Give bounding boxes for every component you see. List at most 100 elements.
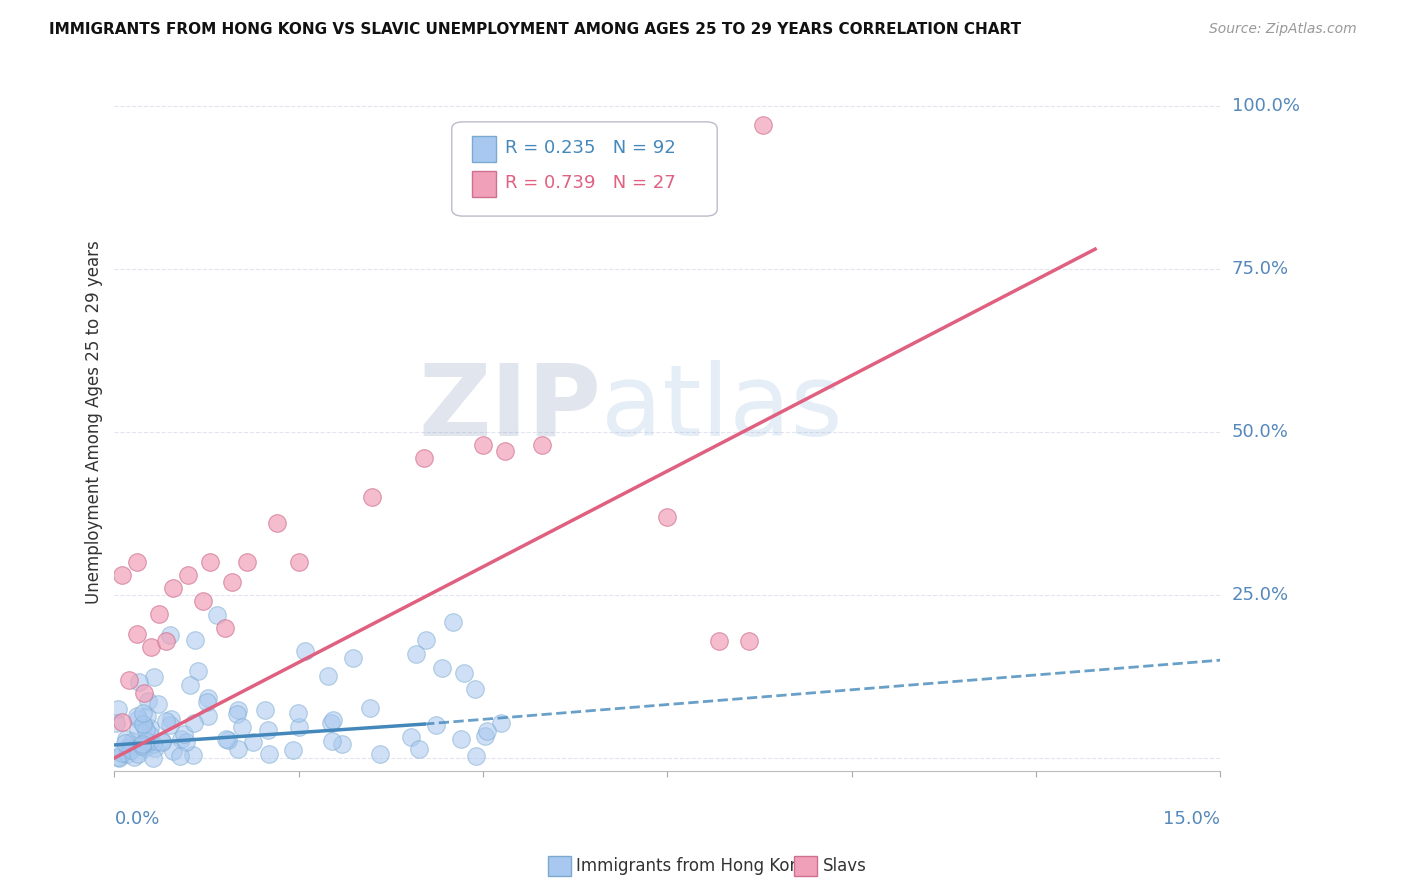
Point (111, 568, 134, 582)
Point (281, 742, 304, 756)
Point (287, 555, 309, 569)
Point (197, 709, 219, 723)
Point (257, 747, 280, 761)
Point (173, 727, 195, 741)
Point (231, 720, 253, 734)
Point (322, 713, 344, 727)
Text: 100.0%: 100.0% (1232, 96, 1299, 114)
Point (160, 712, 183, 726)
Text: 50.0%: 50.0% (1232, 423, 1288, 441)
Point (319, 716, 342, 731)
Point (117, 739, 139, 754)
Point (242, 735, 264, 749)
Point (111, 715, 134, 730)
Point (361, 490, 384, 504)
Point (141, 640, 163, 654)
Point (197, 690, 219, 705)
Text: R = 0.235   N = 92: R = 0.235 N = 92 (505, 139, 676, 157)
Point (214, 732, 236, 747)
Point (177, 568, 200, 582)
Point (132, 686, 155, 700)
Point (111, 746, 134, 760)
Point (253, 703, 276, 717)
Point (368, 747, 391, 762)
Point (145, 740, 167, 755)
Point (464, 682, 486, 697)
Point (205, 608, 228, 623)
FancyBboxPatch shape (471, 170, 496, 197)
Point (432, 661, 454, 675)
Point (316, 669, 339, 683)
Point (170, 731, 193, 746)
Point (136, 694, 159, 708)
Point (131, 739, 153, 754)
Point (494, 444, 516, 458)
Point (169, 749, 191, 764)
Text: Source: ZipAtlas.com: Source: ZipAtlas.com (1209, 22, 1357, 37)
Text: 75.0%: 75.0% (1232, 260, 1289, 277)
Point (181, 748, 204, 763)
Point (531, 438, 554, 452)
Point (408, 741, 430, 756)
Point (128, 675, 150, 690)
Text: 25.0%: 25.0% (1232, 586, 1289, 604)
Point (321, 734, 343, 748)
Point (127, 722, 149, 736)
Point (257, 723, 280, 737)
Point (159, 627, 181, 641)
Point (115, 747, 138, 762)
Point (150, 733, 173, 747)
Point (134, 741, 156, 756)
Point (342, 651, 364, 665)
Text: Slavs: Slavs (823, 857, 866, 875)
Point (142, 737, 165, 751)
Point (131, 737, 153, 751)
Point (415, 632, 437, 647)
Point (138, 735, 160, 749)
Text: ZIP: ZIP (418, 359, 602, 457)
Point (472, 438, 495, 452)
Point (214, 621, 236, 635)
Point (405, 647, 427, 661)
Point (330, 737, 353, 751)
Point (707, 633, 730, 648)
Point (127, 712, 149, 726)
Point (136, 709, 159, 723)
Point (135, 723, 157, 737)
Point (465, 749, 488, 764)
Point (191, 594, 214, 608)
Point (125, 627, 148, 641)
Point (148, 697, 170, 711)
Point (155, 633, 177, 648)
Y-axis label: Unemployment Among Ages 25 to 29 years: Unemployment Among Ages 25 to 29 years (86, 240, 103, 604)
Point (450, 732, 472, 747)
Text: 15.0%: 15.0% (1164, 810, 1220, 828)
Point (200, 555, 222, 569)
Point (217, 733, 239, 747)
Point (152, 735, 174, 749)
Point (104, 715, 127, 730)
Point (120, 741, 142, 756)
Point (135, 734, 157, 748)
Point (134, 719, 156, 733)
Point (155, 714, 177, 728)
Point (142, 751, 165, 765)
Point (132, 706, 155, 720)
Point (143, 670, 166, 684)
Point (107, 749, 129, 764)
Point (107, 702, 129, 716)
Point (359, 701, 381, 715)
FancyBboxPatch shape (471, 136, 496, 162)
Point (489, 715, 512, 730)
Point (115, 731, 138, 746)
Point (226, 741, 249, 756)
Point (107, 751, 129, 765)
Point (266, 516, 288, 530)
Point (228, 703, 250, 717)
Point (121, 734, 143, 748)
Point (287, 720, 309, 734)
Point (425, 718, 447, 732)
Point (236, 555, 259, 569)
Text: 0.0%: 0.0% (114, 810, 160, 828)
Point (413, 450, 436, 465)
